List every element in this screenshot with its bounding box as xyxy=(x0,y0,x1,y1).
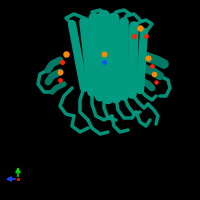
Point xyxy=(64,52,68,56)
Point xyxy=(102,52,106,56)
Point xyxy=(154,80,158,84)
Point xyxy=(144,34,148,38)
Point xyxy=(58,78,62,82)
Point xyxy=(132,34,136,38)
Point xyxy=(16,177,20,181)
Point xyxy=(152,72,156,76)
Point xyxy=(102,60,106,64)
Point xyxy=(150,64,154,68)
Point xyxy=(60,60,64,64)
Point xyxy=(58,70,62,74)
Point xyxy=(146,56,150,60)
Point xyxy=(138,26,142,30)
